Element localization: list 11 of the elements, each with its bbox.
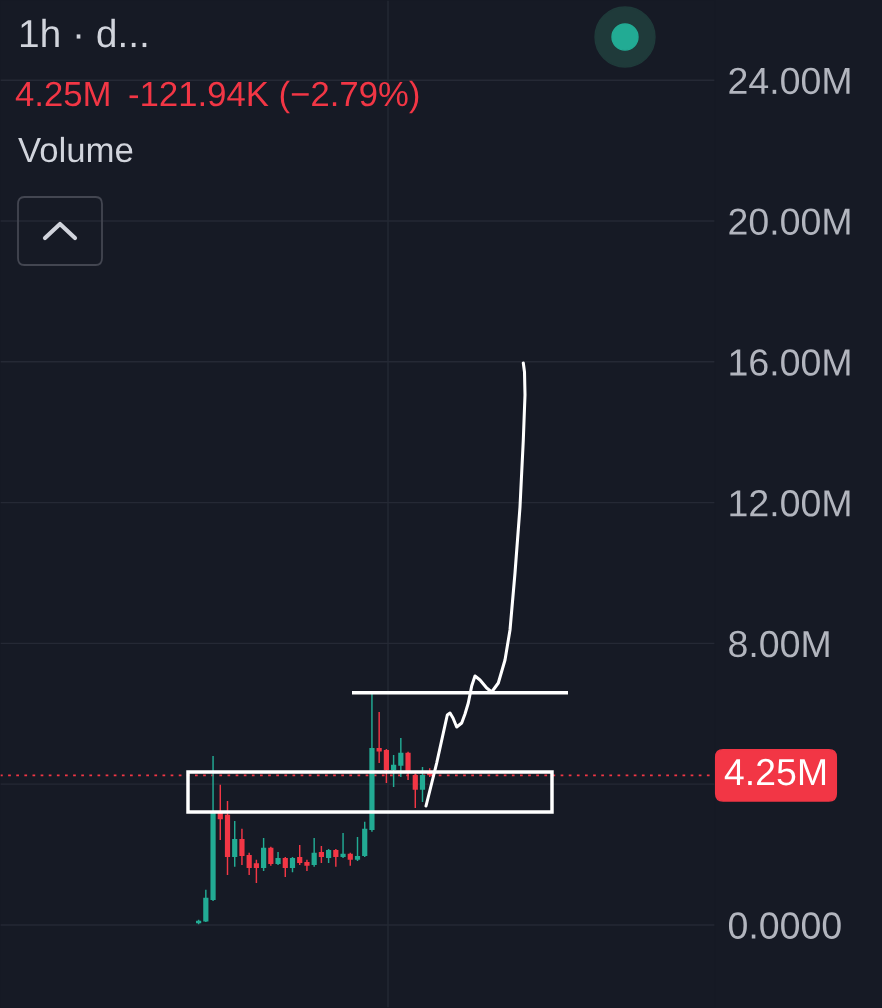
annotation: -121.94K (−2.79%)	[129, 80, 419, 114]
y-tick-label: 24.00M	[729, 67, 850, 95]
chart-title: 1h · d...	[20, 18, 147, 48]
y-tick-label: 20.00M	[729, 208, 850, 235]
y-tick-label: 16.00M	[730, 349, 850, 376]
y-tick-label: 12.00M	[730, 489, 850, 517]
y-tick-label: 0.0000	[728, 912, 841, 939]
annotation: 4.25M	[15, 81, 109, 107]
y-tick-label: 8.00M	[729, 630, 829, 658]
annotation: Volume	[18, 136, 133, 163]
ref-line-label: 4.25M	[724, 758, 826, 786]
